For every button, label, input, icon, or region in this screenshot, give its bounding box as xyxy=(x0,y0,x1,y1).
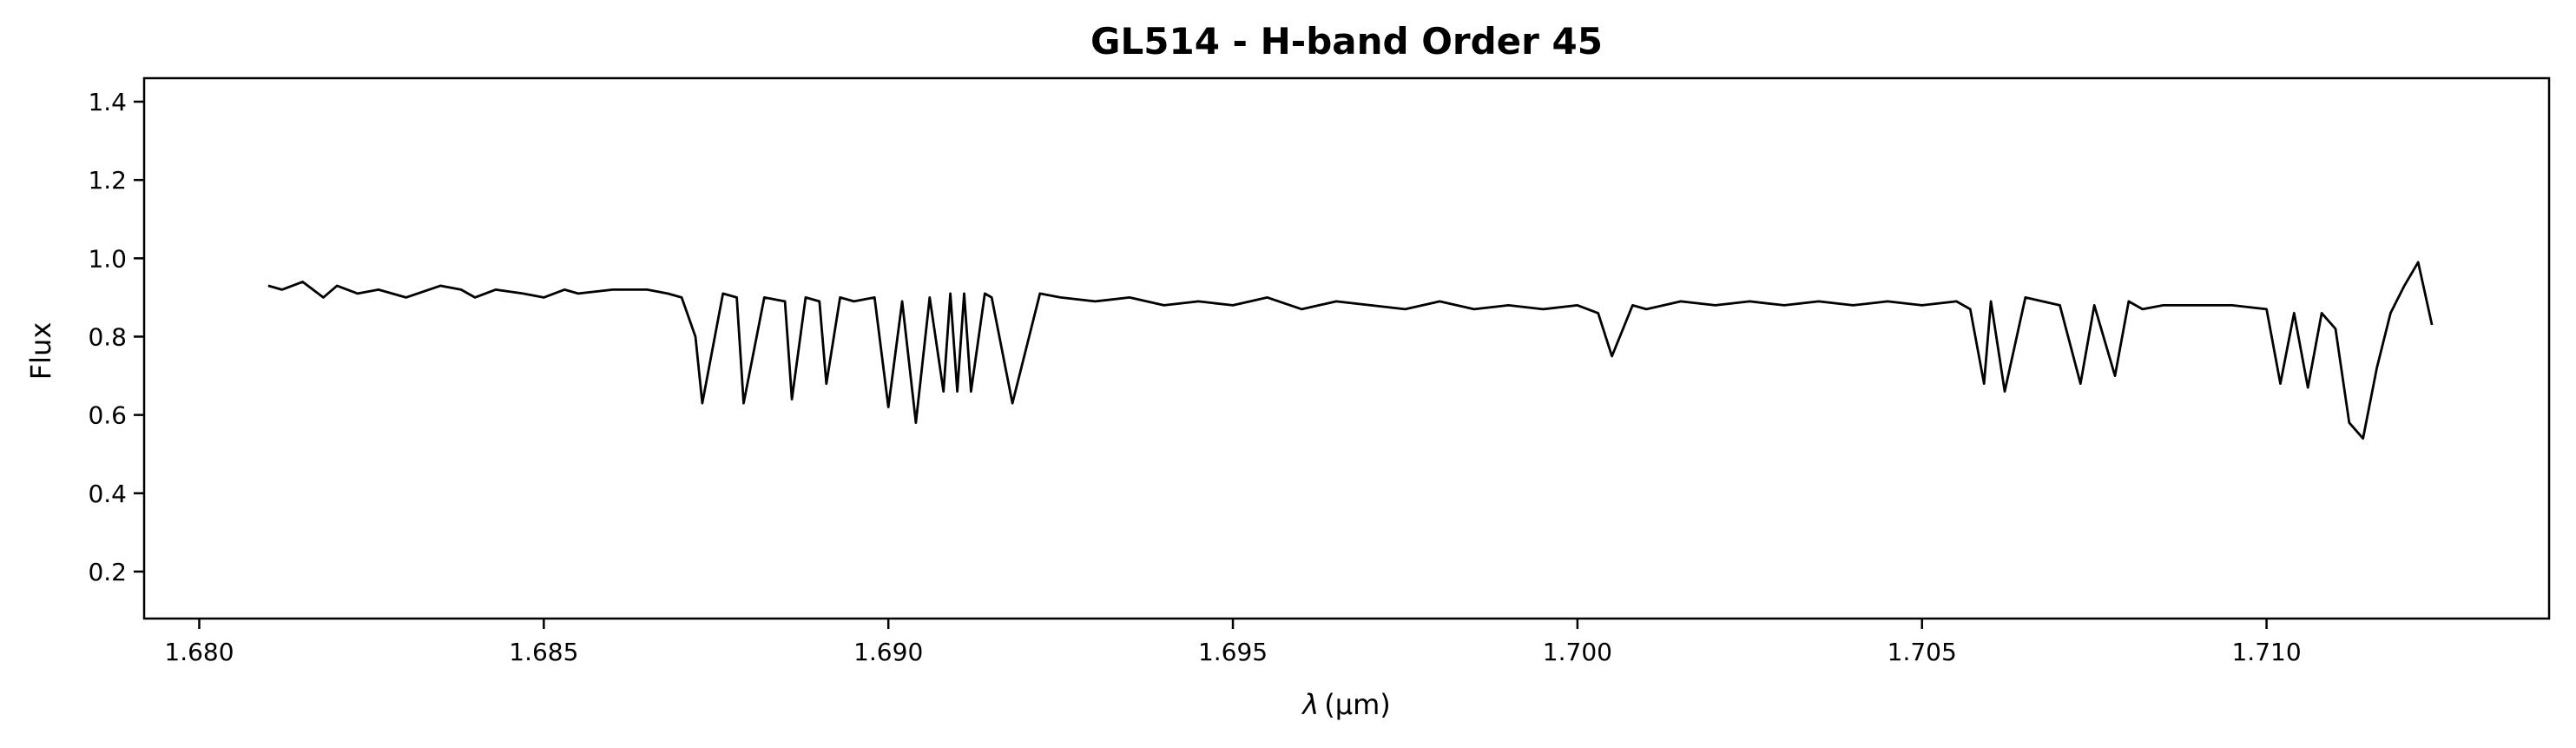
x-tick-label: 1.705 xyxy=(1888,638,1957,666)
y-tick-label: 1.2 xyxy=(88,166,127,195)
y-tick-label: 0.8 xyxy=(88,322,127,351)
x-axis-label-symbol: λ xyxy=(1301,688,1319,721)
plot-area xyxy=(267,261,2434,440)
y-axis-label: Flux xyxy=(24,322,57,381)
y-tick-label: 1.4 xyxy=(88,88,127,116)
x-tick-label: 1.690 xyxy=(853,638,923,666)
x-tick-label: 1.700 xyxy=(1543,638,1612,666)
x-tick-label: 1.685 xyxy=(509,638,578,666)
axes-frame xyxy=(142,76,2551,620)
y-tick-label: 0.6 xyxy=(88,401,127,430)
y-tick-label: 0.4 xyxy=(88,480,127,508)
x-tick-label: 1.695 xyxy=(1198,638,1268,666)
x-axis-label-unit: (μm) xyxy=(1324,688,1391,721)
chart-title: GL514 - H-band Order 45 xyxy=(1090,20,1603,63)
spectrum-series-line xyxy=(267,261,2434,440)
x-tick-label: 1.710 xyxy=(2231,638,2301,666)
x-axis-label: λ (μm) xyxy=(1301,688,1390,721)
y-axis-ticks: 0.2 0.4 0.6 0.8 1.0 1.2 1.4 xyxy=(88,88,144,586)
x-tick-label: 1.680 xyxy=(164,638,234,666)
y-tick-label: 0.2 xyxy=(88,558,127,586)
y-tick-label: 1.0 xyxy=(88,244,127,273)
x-axis-ticks: 1.680 1.685 1.690 1.695 1.700 1.705 1.710 xyxy=(164,619,2302,666)
